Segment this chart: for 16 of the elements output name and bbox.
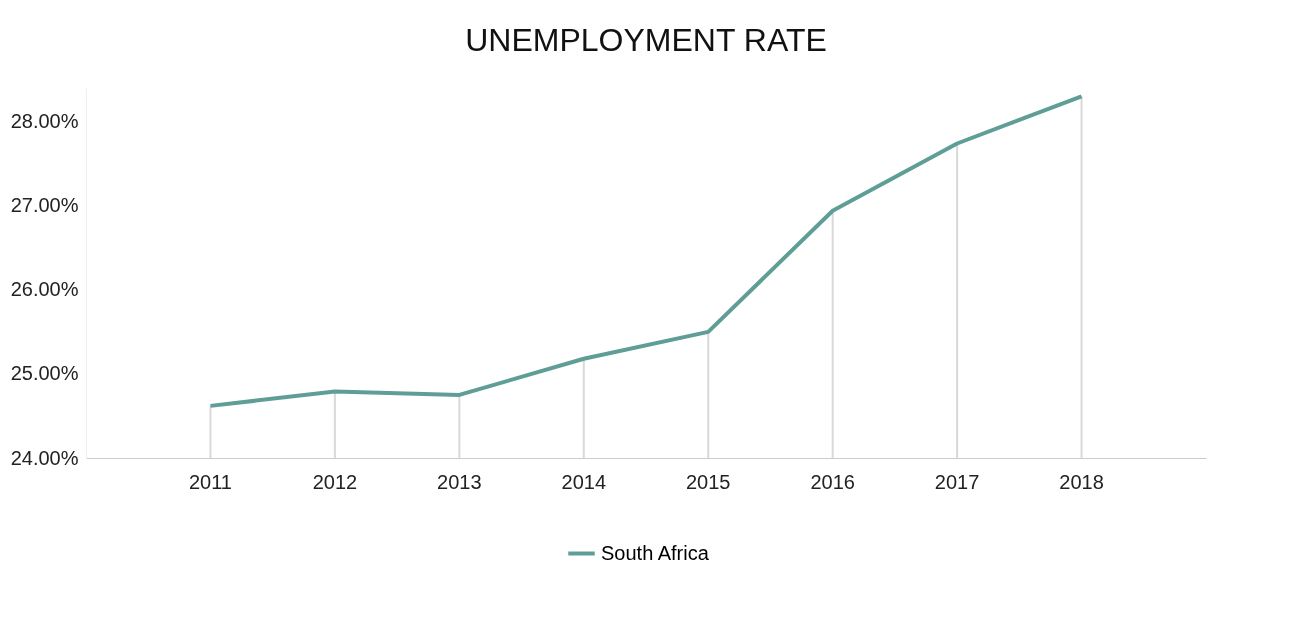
x-tick-label: 2015 <box>685 470 731 493</box>
line-series <box>208 94 1084 408</box>
x-tick-label: 2011 <box>188 470 232 493</box>
x-tick-label: 2018 <box>1059 470 1104 493</box>
y-tick-label: 28.00% <box>10 110 79 133</box>
x-tick-label: 2014 <box>561 470 607 493</box>
x-tick-label: 2016 <box>810 470 855 493</box>
y-tick-label: 27.00% <box>10 194 79 217</box>
chart-title: UNEMPLOYMENT RATE <box>465 22 827 58</box>
x-tick-label: 2012 <box>312 470 358 493</box>
x-tick-label: 2013 <box>437 470 482 493</box>
x-tick-label: 2017 <box>934 470 980 493</box>
y-tick-label: 24.00% <box>10 446 79 469</box>
y-tick-label: 26.00% <box>10 278 79 301</box>
y-tick-label: 25.00% <box>10 362 79 385</box>
legend-label: South Africa <box>601 541 710 564</box>
